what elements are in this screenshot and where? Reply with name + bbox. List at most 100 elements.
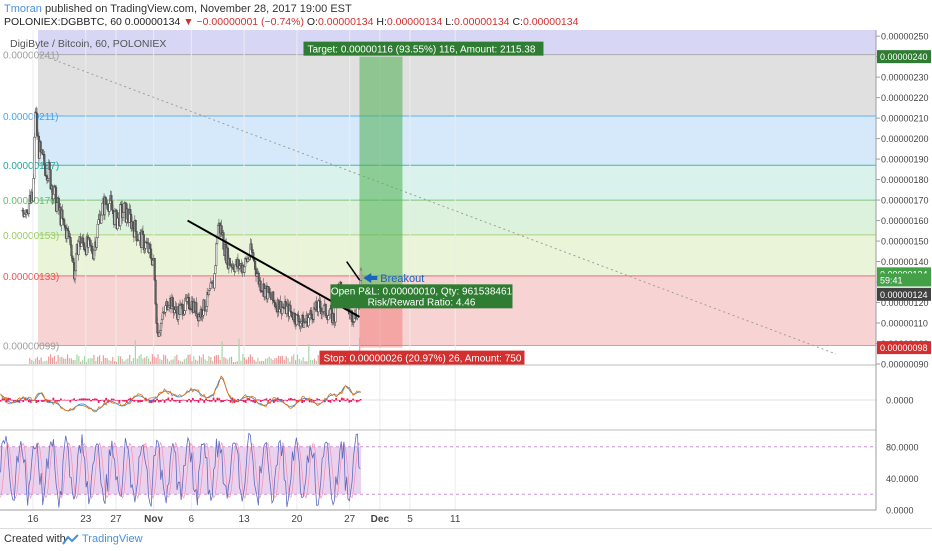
macd-histogram-bar bbox=[69, 400, 72, 403]
trendline-short[interactable] bbox=[346, 261, 361, 281]
volume-bar bbox=[306, 361, 308, 364]
macd-histogram-bar bbox=[124, 400, 126, 402]
fib-band bbox=[38, 234, 876, 276]
macd-histogram-bar bbox=[61, 400, 64, 401]
volume-bar bbox=[268, 356, 270, 364]
candle-body bbox=[253, 258, 256, 262]
macd-histogram-bar bbox=[110, 398, 113, 401]
macd-histogram-bar bbox=[203, 400, 206, 403]
volume-bar bbox=[219, 360, 221, 364]
volume-bar bbox=[232, 361, 235, 364]
down-arrow-icon: ▼ bbox=[183, 16, 194, 28]
macd-histogram-bar bbox=[103, 400, 106, 403]
candle-body bbox=[82, 237, 85, 244]
macd-histogram-bar bbox=[92, 398, 94, 401]
price-badge bbox=[877, 50, 931, 64]
candle-body bbox=[238, 265, 241, 269]
macd-histogram-bar bbox=[107, 400, 109, 403]
volume-bar bbox=[262, 361, 265, 364]
candle-body bbox=[88, 237, 91, 241]
macd-histogram-bar bbox=[133, 400, 136, 402]
macd-histogram-bar bbox=[195, 400, 198, 402]
target-zone[interactable] bbox=[359, 56, 403, 295]
time-tick-label: 13 bbox=[239, 514, 251, 525]
candle-body bbox=[307, 317, 310, 327]
volume-bar bbox=[82, 360, 84, 364]
open-label: O: bbox=[306, 16, 318, 28]
ohlc-line: POLONIEX:DGBBTC, 60 0.00000134 ▼ −0.0000… bbox=[4, 16, 578, 28]
volume-bar bbox=[85, 361, 87, 364]
macd-histogram-bar bbox=[29, 400, 32, 403]
volume-bar bbox=[200, 357, 202, 364]
candle-body bbox=[203, 299, 206, 311]
candle-body bbox=[96, 224, 99, 238]
candle-body bbox=[126, 208, 129, 220]
volume-bar bbox=[89, 358, 91, 364]
macd-histogram-bar bbox=[223, 400, 226, 401]
macd-signal-line bbox=[0, 375, 361, 413]
candle-body bbox=[181, 304, 184, 316]
macd-histogram-bar bbox=[5, 400, 8, 403]
rsi-tick-label: 80.0000 bbox=[886, 442, 919, 452]
macd-histogram-bar bbox=[0, 400, 2, 402]
volume-bar bbox=[74, 359, 76, 364]
volume-bar bbox=[104, 358, 106, 364]
macd-histogram-bar bbox=[112, 398, 115, 401]
candle-body bbox=[106, 203, 109, 210]
volume-bar bbox=[247, 356, 250, 364]
volume-bar bbox=[72, 360, 74, 364]
author-link[interactable]: Tmoran bbox=[4, 3, 42, 15]
macd-histogram-bar bbox=[154, 400, 157, 403]
time-tick-label: Nov bbox=[144, 514, 163, 525]
macd-histogram-bar bbox=[316, 398, 319, 401]
candle-body bbox=[95, 237, 98, 248]
candle-body bbox=[27, 203, 30, 214]
volume-bar bbox=[172, 359, 174, 364]
trading-chart[interactable]: 0.00000241)0.00000211)0.00000187)0.00000… bbox=[0, 30, 932, 528]
volume-bar bbox=[249, 354, 251, 364]
volume-bar bbox=[100, 361, 103, 364]
candle-body bbox=[295, 314, 298, 325]
macd-histogram-bar bbox=[282, 400, 285, 402]
volume-bar bbox=[227, 359, 229, 364]
tradingview-brand-link[interactable]: TradingView bbox=[82, 533, 143, 545]
macd-histogram-bar bbox=[26, 398, 28, 401]
price-tick-label: 0.00000250 bbox=[881, 32, 929, 42]
candle-body bbox=[215, 243, 218, 266]
volume-bar bbox=[55, 361, 57, 364]
macd-histogram-bar bbox=[120, 399, 123, 401]
volume-bar bbox=[70, 358, 72, 364]
macd-histogram-bar bbox=[129, 397, 132, 401]
open-value: 0.00000134 bbox=[317, 16, 374, 28]
candle-body bbox=[332, 313, 335, 322]
created-with-text: Created with bbox=[4, 533, 66, 545]
macd-histogram-bar bbox=[39, 400, 42, 401]
macd-histogram-bar bbox=[286, 400, 288, 402]
candle-body bbox=[142, 234, 145, 251]
volume-bar bbox=[117, 356, 120, 364]
candle-body bbox=[207, 290, 211, 296]
macd-histogram-bar bbox=[131, 400, 134, 402]
macd-histogram-bar bbox=[314, 400, 317, 401]
macd-histogram-bar bbox=[246, 398, 249, 401]
risk-reward-label: Risk/Reward Ratio: 4.46 bbox=[368, 297, 476, 308]
macd-histogram-bar bbox=[308, 400, 311, 403]
volume-bar bbox=[44, 361, 46, 364]
volume-bar bbox=[33, 361, 35, 364]
macd-histogram-bar bbox=[342, 398, 345, 401]
macd-histogram-bar bbox=[295, 400, 298, 402]
macd-histogram-bar bbox=[248, 398, 251, 401]
price-tick-label: 0.00000190 bbox=[881, 155, 929, 165]
macd-histogram-bar bbox=[327, 400, 330, 403]
price-tick-label: 0.00000220 bbox=[881, 93, 929, 103]
candle-body bbox=[317, 300, 320, 313]
volume-bar bbox=[234, 361, 236, 364]
candle-body bbox=[291, 312, 294, 318]
macd-histogram-bar bbox=[97, 400, 100, 403]
volume-bar bbox=[144, 357, 146, 364]
volume-bar bbox=[157, 354, 159, 364]
macd-histogram-bar bbox=[65, 400, 68, 401]
volume-bar bbox=[238, 338, 240, 364]
macd-histogram-bar bbox=[329, 400, 332, 403]
macd-histogram-bar bbox=[71, 399, 74, 401]
